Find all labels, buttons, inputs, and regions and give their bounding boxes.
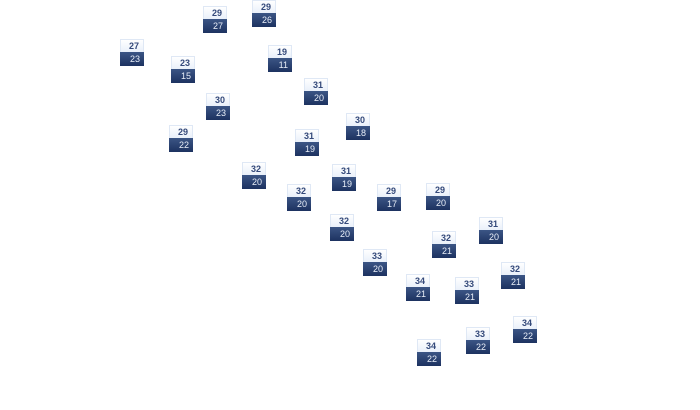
high-temp: 34 (406, 274, 430, 287)
high-temp: 32 (501, 262, 525, 275)
temperature-marker[interactable]: 31 19 (295, 129, 319, 156)
temperature-marker[interactable]: 34 22 (417, 339, 441, 366)
temperature-marker[interactable]: 32 21 (501, 262, 525, 289)
temperature-marker[interactable]: 32 21 (432, 231, 456, 258)
temperature-marker[interactable]: 34 21 (406, 274, 430, 301)
high-temp: 31 (304, 78, 328, 91)
temperature-marker[interactable]: 31 19 (332, 164, 356, 191)
low-temp: 23 (120, 52, 144, 66)
high-temp: 29 (377, 184, 401, 197)
high-temp: 31 (295, 129, 319, 142)
high-temp: 29 (252, 0, 276, 13)
low-temp: 20 (479, 230, 503, 244)
low-temp: 23 (206, 106, 230, 120)
high-temp: 29 (426, 183, 450, 196)
low-temp: 18 (346, 126, 370, 140)
temperature-marker[interactable]: 34 22 (513, 316, 537, 343)
low-temp: 22 (466, 340, 490, 354)
temperature-marker[interactable]: 23 15 (171, 56, 195, 83)
temperature-marker[interactable]: 33 22 (466, 327, 490, 354)
low-temp: 15 (171, 69, 195, 83)
low-temp: 21 (406, 287, 430, 301)
high-temp: 33 (466, 327, 490, 340)
temperature-marker[interactable]: 29 27 (203, 6, 227, 33)
temperature-marker[interactable]: 29 26 (252, 0, 276, 27)
low-temp: 22 (169, 138, 193, 152)
temperature-marker[interactable]: 30 18 (346, 113, 370, 140)
high-temp: 27 (120, 39, 144, 52)
low-temp: 22 (417, 352, 441, 366)
high-temp: 33 (455, 277, 479, 290)
high-temp: 30 (346, 113, 370, 126)
low-temp: 20 (304, 91, 328, 105)
high-temp: 30 (206, 93, 230, 106)
low-temp: 20 (426, 196, 450, 210)
temperature-marker[interactable]: 31 20 (479, 217, 503, 244)
temperature-marker[interactable]: 32 20 (287, 184, 311, 211)
low-temp: 27 (203, 19, 227, 33)
temperature-marker[interactable]: 33 20 (363, 249, 387, 276)
high-temp: 34 (513, 316, 537, 329)
high-temp: 31 (332, 164, 356, 177)
low-temp: 21 (455, 290, 479, 304)
high-temp: 33 (363, 249, 387, 262)
temperature-marker[interactable]: 32 20 (330, 214, 354, 241)
low-temp: 19 (295, 142, 319, 156)
temperature-marker[interactable]: 31 20 (304, 78, 328, 105)
temperature-marker[interactable]: 29 17 (377, 184, 401, 211)
high-temp: 31 (479, 217, 503, 230)
temperature-marker[interactable]: 27 23 (120, 39, 144, 66)
low-temp: 20 (363, 262, 387, 276)
temperature-marker[interactable]: 19 11 (268, 45, 292, 72)
high-temp: 32 (242, 162, 266, 175)
low-temp: 21 (501, 275, 525, 289)
temperature-marker[interactable]: 33 21 (455, 277, 479, 304)
low-temp: 20 (242, 175, 266, 189)
low-temp: 20 (287, 197, 311, 211)
low-temp: 20 (330, 227, 354, 241)
high-temp: 23 (171, 56, 195, 69)
low-temp: 21 (432, 244, 456, 258)
temperature-marker[interactable]: 32 20 (242, 162, 266, 189)
high-temp: 29 (203, 6, 227, 19)
low-temp: 22 (513, 329, 537, 343)
high-temp: 32 (330, 214, 354, 227)
low-temp: 11 (268, 58, 292, 72)
temperature-marker[interactable]: 29 20 (426, 183, 450, 210)
temperature-marker[interactable]: 29 22 (169, 125, 193, 152)
high-temp: 32 (432, 231, 456, 244)
low-temp: 26 (252, 13, 276, 27)
high-temp: 32 (287, 184, 311, 197)
low-temp: 17 (377, 197, 401, 211)
low-temp: 19 (332, 177, 356, 191)
temperature-marker[interactable]: 30 23 (206, 93, 230, 120)
high-temp: 29 (169, 125, 193, 138)
high-temp: 34 (417, 339, 441, 352)
high-temp: 19 (268, 45, 292, 58)
